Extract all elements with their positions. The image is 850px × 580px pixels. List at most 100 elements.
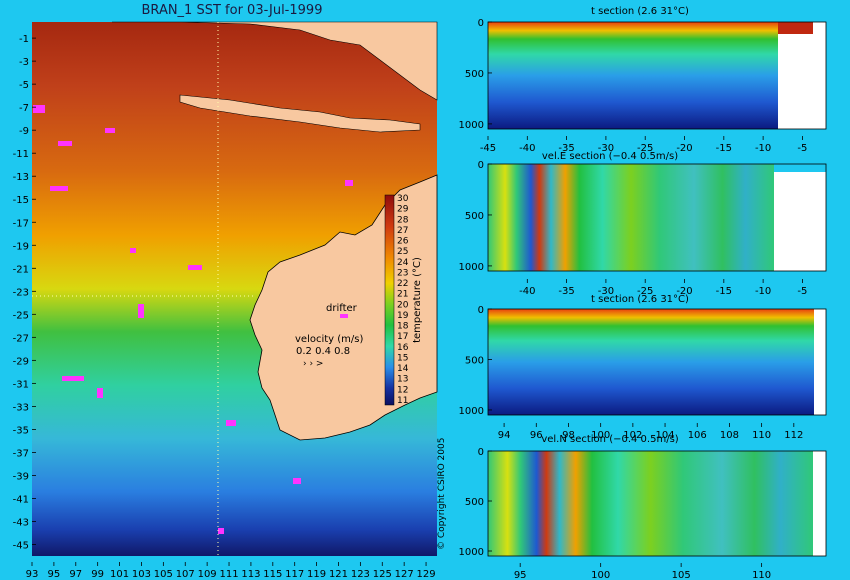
land-mask	[813, 451, 826, 556]
panel-y-axis: 0 500 1000	[459, 18, 492, 131]
velocity-legend-arrows: › › >	[303, 359, 323, 369]
x-tick-label: -15	[716, 143, 732, 154]
colorbar-tick-label: 30	[397, 194, 409, 204]
colorbar-tick-label: 21	[397, 290, 408, 300]
map-y-axis: -1 -3 -5 -7 -9 -11 -13 -15 -17 -19 -21 -23 -25 -27 -29…	[13, 34, 36, 551]
x-tick-label: 99	[91, 569, 104, 580]
map-title: BRAN_1 SST for 03-Jul-1999	[142, 3, 323, 18]
x-tick-label: 97	[69, 569, 82, 580]
y-tick-label: 500	[465, 497, 484, 508]
y-tick-label: -3	[19, 57, 29, 68]
x-tick-label: 93	[26, 569, 39, 580]
x-tick-label: 101	[110, 569, 129, 580]
colorbar-tick-label: 24	[397, 258, 409, 268]
y-tick-label: -17	[13, 218, 29, 229]
colorbar-tick-label: 27	[397, 226, 408, 236]
drifter-track	[138, 304, 144, 318]
x-tick-label: -40	[519, 286, 535, 297]
colorbar-tick-label: 19	[397, 311, 409, 321]
land-mask	[778, 22, 826, 129]
drifter-track	[345, 180, 353, 186]
y-tick-label: -27	[13, 333, 29, 344]
colorbar-tick-label: 16	[397, 343, 409, 353]
x-tick-label: -5	[797, 143, 807, 154]
x-tick-label: 95	[48, 569, 61, 580]
x-tick-label: 96	[530, 430, 543, 441]
panel-title: t section (2.6 31°C)	[591, 294, 689, 305]
x-tick-label: 108	[720, 430, 739, 441]
x-tick-label: -45	[480, 143, 496, 154]
drifter-track	[293, 478, 301, 484]
colorbar-tick-label: 17	[397, 332, 408, 342]
x-tick-label: 95	[514, 570, 527, 580]
panel-title: t section (2.6 31°C)	[591, 6, 689, 17]
land-mask	[814, 309, 826, 415]
java-island	[179, 94, 421, 133]
x-tick-label: -35	[558, 286, 574, 297]
x-tick-label: 104	[656, 430, 675, 441]
section-field	[488, 164, 774, 271]
drifter-track	[58, 141, 72, 146]
x-tick-label: -20	[676, 286, 692, 297]
x-tick-label: 110	[752, 570, 771, 580]
colorbar-tick-label: 13	[397, 375, 408, 385]
x-tick-label: -10	[755, 143, 771, 154]
colorbar-tick-label: 18	[397, 322, 409, 332]
y-tick-label: -19	[13, 241, 29, 252]
map-x-axis: 93 95 97 99 101 103 105 107 109 111 113 115 117 119 12…	[26, 562, 436, 580]
panel-title: vel.E section (−0.4 0.5m/s)	[542, 151, 678, 162]
x-tick-label: 121	[329, 569, 348, 580]
y-tick-label: -43	[13, 517, 29, 528]
indonesia-landmass	[112, 21, 438, 101]
x-tick-label: 103	[132, 569, 151, 580]
y-tick-label: 500	[465, 355, 484, 366]
x-tick-label: 113	[241, 569, 260, 580]
y-tick-label: -9	[19, 126, 29, 137]
section-field	[488, 22, 778, 129]
x-tick-label: -25	[637, 286, 653, 297]
x-tick-label: 129	[417, 569, 436, 580]
y-tick-label: -41	[13, 494, 29, 505]
velocity-legend-title: velocity (m/s)	[295, 334, 363, 345]
y-tick-label: 1000	[459, 262, 484, 273]
x-tick-label: 110	[752, 430, 771, 441]
panel-y-axis: 0 500 1000	[459, 447, 492, 558]
x-tick-label: 94	[498, 430, 511, 441]
drifter-track	[97, 388, 103, 398]
x-tick-label: -35	[558, 143, 574, 154]
panel-frame	[487, 21, 827, 130]
y-tick-label: -33	[13, 402, 29, 413]
x-tick-label: 100	[591, 570, 610, 580]
colorbar-tick-label: 23	[397, 268, 408, 278]
x-tick-label: 112	[784, 430, 803, 441]
x-tick-label: 107	[176, 569, 195, 580]
colorbar	[384, 194, 395, 406]
y-tick-label: -25	[13, 310, 29, 321]
x-tick-label: -30	[598, 286, 614, 297]
velocity-legend-scale: 0.2 0.4 0.8	[296, 346, 350, 357]
x-tick-label: 115	[263, 569, 282, 580]
land-mask	[774, 172, 826, 271]
drifter-track	[50, 186, 68, 191]
drifter-track	[130, 248, 136, 253]
panel-x-axis: -45 -40 -35 -30 -25 -20 -15 -10 -5	[480, 136, 807, 154]
drifter-legend-swatch	[340, 314, 348, 318]
y-tick-label: -21	[13, 264, 29, 275]
x-tick-label: 117	[285, 569, 304, 580]
x-tick-label: 111	[219, 569, 238, 580]
colorbar-tick-label: 29	[397, 205, 409, 215]
colorbar-tick-label: 20	[397, 300, 409, 310]
x-tick-label: -30	[598, 143, 614, 154]
x-tick-label: 100	[591, 430, 610, 441]
y-tick-label: -23	[13, 287, 29, 298]
drifter-track	[218, 528, 224, 534]
panel-x-axis: -40 -35 -30 -25 -20 -15 -10 -5	[519, 279, 807, 297]
section-panel-velE-meridian: vel.E section (−0.4 0.5m/s) -40 -35 -30 -25…	[459, 151, 827, 297]
drifter-track	[105, 128, 115, 133]
panel-frame	[487, 308, 827, 416]
y-tick-label: -7	[19, 103, 29, 114]
x-tick-label: 106	[688, 430, 707, 441]
